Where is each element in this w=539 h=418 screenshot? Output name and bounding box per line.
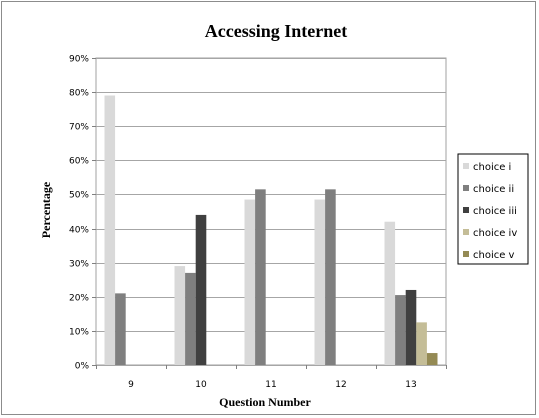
bar	[174, 266, 186, 365]
legend-swatch	[463, 185, 469, 191]
bar	[405, 289, 417, 365]
bar	[416, 322, 427, 365]
y-axis-title: Percentage	[39, 181, 53, 238]
legend-swatch	[463, 207, 469, 213]
x-axis-title: Question Number	[219, 395, 311, 409]
bar	[115, 293, 126, 365]
bar	[325, 189, 336, 365]
legend-label: choice iii	[473, 206, 517, 217]
bar	[426, 353, 438, 365]
chart-title: Accessing Internet	[205, 21, 347, 41]
bar	[104, 95, 116, 366]
x-tick-label: 11	[265, 380, 276, 390]
y-tick-label: 40%	[69, 226, 89, 236]
legend-swatch	[463, 229, 469, 235]
y-tick-label: 70%	[69, 123, 89, 133]
bar	[195, 214, 207, 365]
legend-label: choice iv	[473, 228, 517, 239]
legend-box	[457, 153, 529, 265]
bar	[395, 295, 406, 365]
legend: choice i choice ii choice iii choice iv choi…	[457, 153, 529, 265]
plot-area: 0% 10% 20% 30% 40% 50% 60% 70% 80% 90% 9 10 11 12 13	[69, 55, 447, 390]
bar	[384, 221, 396, 365]
bar	[244, 199, 256, 365]
y-tick-label: 90%	[69, 55, 89, 65]
y-tick-label: 10%	[69, 328, 89, 338]
y-tick-label: 20%	[69, 294, 89, 304]
x-tick-label: 10	[195, 380, 207, 390]
x-tick-label: 13	[405, 380, 416, 390]
y-tick-label: 0%	[75, 362, 90, 372]
legend-swatch	[463, 163, 469, 169]
bar	[255, 189, 266, 365]
legend-label: choice ii	[473, 184, 514, 195]
legend-label: choice v	[473, 250, 515, 261]
y-tick-label: 30%	[69, 260, 89, 270]
legend-swatch	[463, 251, 469, 257]
bar	[185, 272, 196, 365]
y-tick-label: 60%	[69, 157, 89, 167]
y-tick-label: 50%	[69, 191, 89, 201]
x-tick-label: 9	[128, 380, 134, 390]
x-tick-label: 12	[335, 380, 346, 390]
bar	[314, 199, 326, 365]
y-tick-label: 80%	[69, 89, 89, 99]
legend-label: choice i	[473, 162, 511, 173]
